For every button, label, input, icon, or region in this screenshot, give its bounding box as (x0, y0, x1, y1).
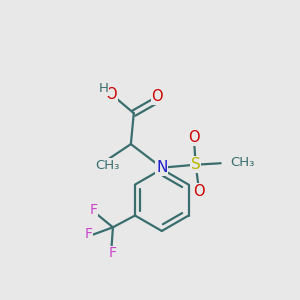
Text: O: O (193, 184, 204, 199)
Text: F: F (84, 227, 92, 241)
Text: CH₃: CH₃ (230, 156, 254, 169)
Text: H: H (98, 82, 108, 95)
Text: F: F (90, 203, 98, 217)
Text: O: O (152, 89, 163, 104)
Text: O: O (105, 87, 117, 102)
Text: CH₃: CH₃ (95, 159, 119, 172)
Text: O: O (188, 130, 200, 145)
Text: F: F (109, 247, 117, 260)
Text: S: S (191, 157, 200, 172)
Text: N: N (156, 160, 167, 175)
